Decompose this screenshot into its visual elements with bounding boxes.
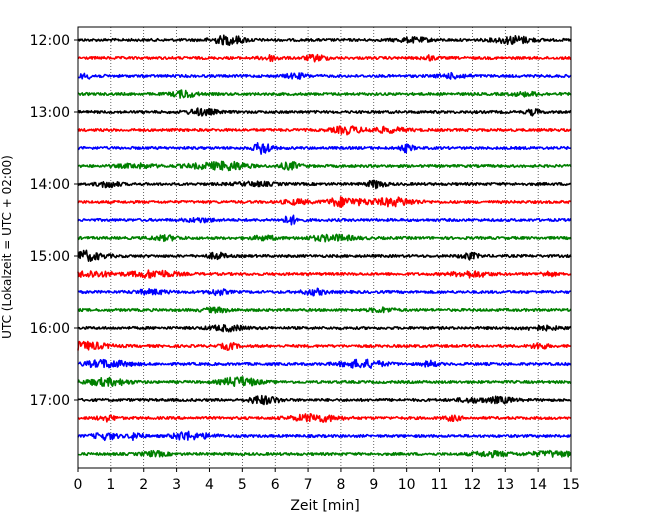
trace-line [77, 249, 572, 263]
trace-line [77, 413, 572, 423]
y-axis-ticks: 12:00 13:00 14:00 15:00 16:00 17:00 [30, 33, 78, 409]
trace-line [77, 160, 572, 172]
trace-line [77, 323, 572, 333]
x-tick-label: 5 [238, 477, 247, 493]
trace-line [77, 394, 572, 406]
trace-line [77, 196, 572, 208]
x-tick-label: 8 [336, 477, 345, 493]
trace-line [77, 89, 572, 99]
x-tick-label: 12 [463, 477, 481, 493]
trace-line [77, 179, 572, 190]
trace-line [77, 214, 572, 226]
trace-line [77, 340, 572, 351]
traces-group [77, 34, 572, 459]
x-tick-label: 9 [369, 477, 378, 493]
trace-line [77, 142, 572, 155]
trace-line [77, 358, 572, 369]
y-tick-label: 15:00 [30, 249, 70, 265]
trace-line [77, 269, 572, 279]
x-tick-label: 0 [74, 477, 83, 493]
x-tick-label: 3 [172, 477, 181, 493]
y-tick-label: 13:00 [30, 105, 70, 121]
x-axis-label: Zeit [min] [290, 498, 359, 514]
y-axis-label: UTC (Lokalzeit = UTC + 02:00) [0, 155, 14, 339]
x-axis-ticks: 0 1 2 3 4 5 6 7 8 9 10 11 12 13 14 15 [74, 468, 580, 493]
y-tick-label: 14:00 [30, 177, 70, 193]
x-tick-label: 15 [562, 477, 580, 493]
y-tick-label: 16:00 [30, 321, 70, 337]
x-tick-label: 6 [271, 477, 280, 493]
x-tick-label: 14 [529, 477, 547, 493]
x-tick-label: 1 [106, 477, 115, 493]
trace-line [77, 449, 572, 459]
trace-line [77, 107, 572, 117]
x-tick-label: 13 [496, 477, 514, 493]
y-tick-label: 17:00 [30, 393, 70, 409]
trace-line [77, 125, 572, 136]
y-tick-label: 12:00 [30, 33, 70, 49]
trace-line [77, 287, 572, 297]
x-tick-label: 10 [398, 477, 416, 493]
trace-line [77, 53, 572, 63]
trace-line [77, 233, 572, 243]
trace-line [77, 306, 572, 314]
trace-line [77, 430, 572, 442]
trace-line [77, 71, 572, 80]
x-tick-label: 2 [139, 477, 148, 493]
x-tick-label: 7 [304, 477, 313, 493]
x-tick-label: 4 [205, 477, 214, 493]
plot-frame [77, 26, 572, 469]
trace-line [77, 34, 572, 46]
x-tick-label: 11 [431, 477, 449, 493]
trace-line [77, 376, 572, 388]
